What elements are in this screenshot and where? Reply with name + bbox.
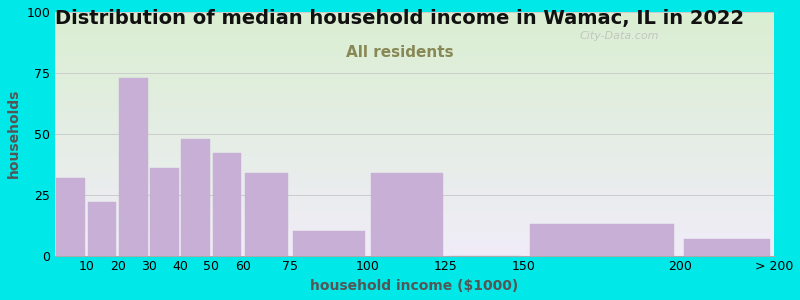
Bar	[88, 202, 117, 256]
Bar	[182, 139, 210, 256]
Bar	[119, 78, 148, 256]
Bar	[245, 173, 288, 256]
Bar	[293, 231, 365, 256]
Bar	[371, 173, 442, 256]
Bar	[57, 178, 86, 256]
X-axis label: household income ($1000): household income ($1000)	[310, 279, 518, 293]
Bar	[530, 224, 674, 256]
Bar	[213, 153, 242, 256]
Bar	[684, 238, 770, 256]
Bar	[150, 168, 179, 256]
Text: City-Data.com: City-Data.com	[580, 32, 659, 41]
Y-axis label: households: households	[7, 89, 21, 178]
Text: Distribution of median household income in Wamac, IL in 2022: Distribution of median household income …	[55, 9, 745, 28]
Text: All residents: All residents	[346, 45, 454, 60]
